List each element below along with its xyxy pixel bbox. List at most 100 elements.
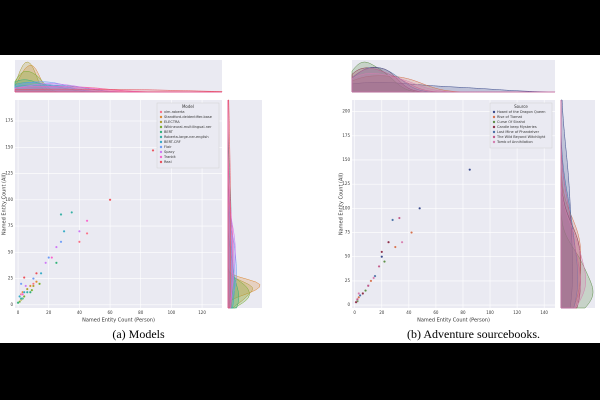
- y-axis-label: Named Entity Count (All): [339, 173, 345, 235]
- legend-marker: [492, 140, 496, 144]
- right-kde: [560, 100, 587, 309]
- y-tick-label: 100: [342, 205, 350, 210]
- legend-box: [489, 102, 553, 149]
- point: [55, 261, 58, 265]
- point: [400, 240, 404, 244]
- legend-marker: [159, 130, 163, 134]
- top-kde: [351, 82, 556, 93]
- point: [418, 207, 421, 210]
- point: [366, 284, 370, 288]
- point: [85, 219, 89, 223]
- legend-marker: [492, 135, 496, 139]
- legend-label: BERT: [164, 130, 174, 134]
- y-tick-label: 75: [8, 223, 14, 228]
- legend-label: Tomb of Annihilation: [496, 140, 533, 144]
- point: [70, 211, 74, 214]
- x-axis-label: Named Entity Count (Person): [82, 318, 155, 324]
- legend-marker: [492, 120, 496, 124]
- point: [380, 255, 384, 259]
- top-kde: [14, 88, 223, 93]
- x-tick-label: 60: [433, 310, 439, 315]
- point: [22, 276, 26, 279]
- point: [29, 290, 32, 294]
- legend-title: Source: [514, 104, 528, 109]
- legend-label: Roberta-large-ner-english: [164, 135, 209, 139]
- y-tick-label: 25: [8, 276, 14, 281]
- y-tick-label: 125: [342, 181, 350, 186]
- point: [383, 260, 386, 263]
- x-tick-label: 120: [198, 310, 206, 315]
- point: [108, 198, 112, 202]
- y-tick-label: 150: [342, 157, 350, 162]
- y-tick-label: 200: [342, 109, 350, 114]
- y-tick-label: 0: [347, 302, 350, 307]
- point: [377, 265, 381, 268]
- point: [78, 230, 81, 233]
- point: [394, 245, 397, 249]
- legend-marker: [159, 110, 163, 114]
- legend-label: Rise of Tiamat: [497, 115, 523, 119]
- point: [21, 293, 24, 296]
- legend-marker: [159, 120, 163, 124]
- point: [391, 218, 394, 222]
- point: [38, 282, 41, 286]
- point: [357, 296, 361, 299]
- point: [398, 216, 401, 220]
- legend-label: BERT-CRF: [164, 140, 181, 144]
- legend-label: ELECTRA: [164, 120, 180, 124]
- point: [30, 288, 34, 292]
- point: [354, 300, 358, 304]
- legend-label: Lost Mine of Phandelver: [497, 130, 540, 134]
- caption: (b) Adventure sourcebooks.: [407, 327, 540, 341]
- point: [364, 289, 367, 292]
- point: [358, 294, 362, 297]
- point: [18, 295, 21, 298]
- x-tick-label: 0: [17, 310, 20, 315]
- legend-title: Model: [182, 104, 194, 109]
- legend-marker: [159, 155, 163, 159]
- point: [47, 256, 51, 259]
- point: [372, 276, 375, 280]
- legend-label: Wikineural-multilingual-ner: [164, 125, 212, 129]
- point: [32, 277, 35, 280]
- point: [55, 245, 58, 249]
- x-tick-label: 100: [168, 310, 176, 315]
- y-tick-label: 50: [345, 254, 351, 259]
- legend-label: Real: [164, 160, 172, 164]
- point: [468, 168, 472, 171]
- legend-marker: [159, 115, 163, 119]
- legend-label: Hoard of the Dragon Queen: [497, 110, 545, 114]
- legend-label: Candle keep Mysteries: [497, 125, 537, 129]
- legend-marker: [492, 110, 496, 114]
- top-kde: [351, 73, 555, 93]
- legend-label: Flair: [164, 145, 172, 149]
- point: [369, 279, 373, 283]
- x-tick-label: 80: [460, 310, 466, 315]
- point: [85, 232, 89, 235]
- legend-marker: [492, 130, 496, 134]
- legend-marker: [159, 140, 163, 144]
- point: [25, 290, 29, 294]
- y-tick-label: 100: [5, 197, 13, 202]
- caption: (a) Models: [112, 327, 165, 341]
- y-tick-label: 25: [345, 278, 351, 283]
- x-tick-label: 120: [513, 310, 521, 315]
- legend-marker: [159, 135, 163, 139]
- point: [19, 297, 23, 300]
- point: [32, 284, 35, 288]
- legend-marker: [159, 145, 163, 149]
- point: [361, 292, 365, 295]
- y-axis-label: Named Entity Count (All): [2, 173, 8, 235]
- point: [22, 295, 26, 298]
- legend-box: [156, 102, 220, 169]
- point: [29, 284, 32, 288]
- y-tick-label: 125: [5, 171, 13, 176]
- x-axis-label: Named Entity Count (Person): [417, 318, 490, 324]
- legend-label: xlm-roberta: [164, 110, 185, 114]
- x-tick-label: 140: [540, 310, 548, 315]
- point: [44, 261, 47, 265]
- legend-label: Curse Of Strahd: [497, 120, 525, 124]
- legend-marker: [492, 125, 496, 129]
- x-tick-label: 80: [138, 310, 144, 315]
